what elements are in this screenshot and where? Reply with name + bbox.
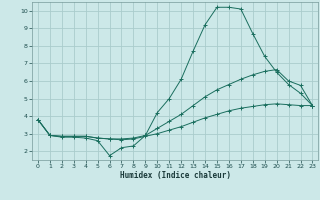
X-axis label: Humidex (Indice chaleur): Humidex (Indice chaleur) — [120, 171, 231, 180]
